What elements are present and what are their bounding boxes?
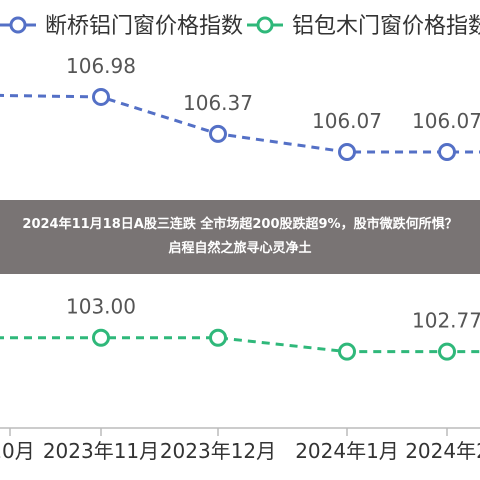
legend-swatch-marker-2 xyxy=(256,16,274,34)
series-1-data-label-4: 106.07 xyxy=(312,109,382,133)
legend-item-2[interactable]: 铝包木门窗价格指数 xyxy=(247,14,480,39)
legend-item-1[interactable]: 断桥铝门窗价格指数 xyxy=(0,14,243,39)
series-2-line xyxy=(0,336,480,354)
legend-label-1: 断桥铝门窗价格指数 xyxy=(45,14,243,39)
chart-legend[interactable]: 断桥铝门窗价格指数 铝包木门窗价格指数 xyxy=(0,14,480,39)
series-2-point-3[interactable] xyxy=(209,328,227,347)
series-1-point-2[interactable] xyxy=(92,87,110,106)
series-1-point-5[interactable] xyxy=(438,143,456,161)
x-tick-label-4: 2024年1月 xyxy=(295,439,399,463)
headline-title: 2024年11月18日A股三连跌 全市场超200股跌超9%，股市微跌何所惧？启程… xyxy=(22,217,458,256)
series-1-point-4[interactable] xyxy=(338,143,356,161)
series-2-point-4[interactable] xyxy=(338,342,356,361)
x-tick-label-2: 2023年11月 xyxy=(43,439,159,463)
series-1-data-label-5: 106.07 xyxy=(412,109,480,133)
series-2-point-5[interactable] xyxy=(438,342,456,361)
series-1-point-3[interactable] xyxy=(209,124,227,143)
legend-swatch-marker-1 xyxy=(9,16,27,34)
legend-label-2: 铝包木门窗价格指数 xyxy=(292,14,480,39)
x-tick-label-3: 2023年12月 xyxy=(160,439,276,463)
series-2: 103.00 102.77 xyxy=(0,295,480,361)
headline-banner[interactable]: 2024年11月18日A股三连跌 全市场超200股跌超9%，股市微跌何所惧？启程… xyxy=(0,200,480,274)
x-tick-label-1: 10月 xyxy=(0,439,35,463)
series-2-data-label-5: 102.77 xyxy=(412,309,480,333)
series-1-data-label-3: 106.37 xyxy=(183,91,253,115)
series-1-data-label-2: 106.98 xyxy=(66,54,136,78)
series-2-data-label-2: 103.00 xyxy=(66,295,136,319)
series-2-point-2[interactable] xyxy=(92,328,110,347)
